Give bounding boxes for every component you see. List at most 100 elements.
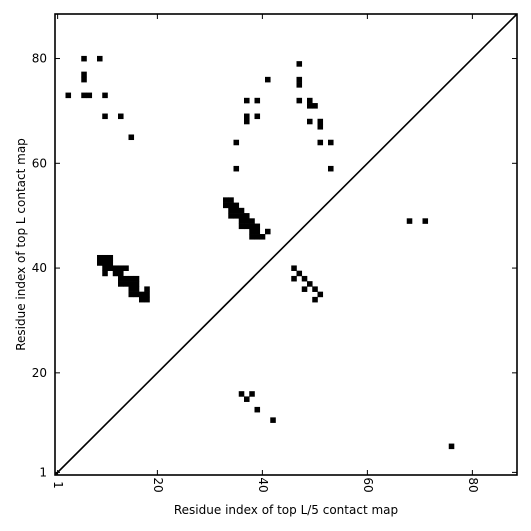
contact-cell <box>97 254 103 261</box>
contact-cell <box>81 71 87 78</box>
contact-cell <box>128 281 135 287</box>
contact-cell <box>233 202 240 209</box>
contact-cell <box>112 270 119 277</box>
contact-cell <box>228 202 234 209</box>
y-tick-label: 40 <box>32 261 47 275</box>
contact-cell <box>81 55 87 62</box>
contact-cell <box>107 265 114 271</box>
contact-cell <box>144 291 150 298</box>
contact-cell <box>317 291 324 298</box>
contact-cell <box>97 260 103 266</box>
contact-cell <box>249 218 255 224</box>
contact-cell <box>265 228 271 235</box>
contact-cell <box>301 286 308 292</box>
x-tick-label: 40 <box>256 477 270 492</box>
contact-cell <box>238 207 245 214</box>
contact-cell <box>244 97 250 104</box>
contact-cell <box>307 97 313 104</box>
contact-cell <box>133 275 140 282</box>
contact-cell <box>118 265 124 271</box>
contact-cell <box>233 213 240 219</box>
contact-cell <box>223 202 229 209</box>
contact-cell <box>448 443 455 450</box>
contact-cell <box>118 275 124 282</box>
contact-cell <box>223 197 229 203</box>
contact-cell <box>238 223 245 230</box>
contact-cell <box>244 223 250 230</box>
x-tick-label: 80 <box>466 477 480 492</box>
contact-cell <box>270 417 276 423</box>
contact-cell <box>307 281 313 287</box>
contact-cell <box>133 291 140 298</box>
contact-cell <box>296 82 303 88</box>
contact-cell <box>118 270 124 277</box>
contact-cell <box>102 113 108 120</box>
contact-cell <box>233 207 240 214</box>
contact-cell <box>112 265 119 271</box>
contact-cell <box>328 165 334 172</box>
contact-cell <box>102 265 108 271</box>
contact-cell <box>317 139 324 146</box>
contact-cell <box>312 296 318 303</box>
contact-cell <box>118 281 124 287</box>
contact-cell <box>144 286 150 292</box>
contact-cell <box>133 281 140 287</box>
contact-cell <box>244 218 250 224</box>
contact-cell <box>296 270 303 277</box>
contact-cell <box>244 213 250 219</box>
contact-cell <box>254 406 261 413</box>
contact-cell <box>317 118 324 125</box>
contact-cell <box>228 207 234 214</box>
y-tick-label: 80 <box>32 52 47 66</box>
contact-cell <box>107 254 114 261</box>
contact-cell <box>422 218 429 224</box>
contact-cell <box>291 265 297 271</box>
contact-cell <box>296 61 303 67</box>
contact-cell <box>86 92 93 99</box>
contact-cell <box>102 254 108 261</box>
contact-cell <box>254 234 261 240</box>
x-axis-label: Residue index of top L/5 contact map <box>174 503 398 517</box>
contact-cell <box>254 113 261 120</box>
contact-cell <box>296 76 303 83</box>
contact-cell <box>265 76 271 83</box>
contact-cell <box>249 391 255 397</box>
y-tick-label: 60 <box>32 156 47 170</box>
plot-frame <box>54 13 518 476</box>
contact-cell <box>249 223 255 230</box>
contact-cell <box>133 286 140 292</box>
contact-cell <box>123 281 129 287</box>
y-tick-label: 1 <box>39 465 47 479</box>
contact-cell <box>123 265 129 271</box>
contact-cell <box>139 291 145 298</box>
y-axis-label: Residue index of top L contact map <box>14 138 28 351</box>
x-tick-label: 60 <box>361 477 375 492</box>
contact-cell <box>139 296 145 303</box>
contact-cell <box>259 234 266 240</box>
contact-cell <box>123 275 129 282</box>
contact-cell <box>307 103 313 109</box>
contact-cell <box>244 118 250 125</box>
contact-cell <box>301 275 308 282</box>
contact-cell <box>65 92 72 99</box>
contact-cell <box>233 165 240 172</box>
contact-cell <box>128 286 135 292</box>
contact-cell <box>228 213 234 219</box>
contact-cell <box>307 118 313 125</box>
contact-cell <box>296 97 303 104</box>
contact-cell <box>406 218 413 224</box>
contact-cell <box>228 197 234 203</box>
x-axis-ticks: 1 20 40 60 80 <box>51 14 480 493</box>
contact-cell <box>233 139 240 146</box>
contact-cell <box>238 213 245 219</box>
contact-cell <box>254 228 261 235</box>
contact-cell <box>254 97 261 104</box>
contact-cell <box>128 291 135 298</box>
contact-cell <box>81 76 87 83</box>
contact-cell <box>97 55 103 62</box>
contact-cell <box>81 92 87 99</box>
contact-cell <box>118 113 124 120</box>
x-tick-label: 1 <box>51 481 65 489</box>
contact-cell <box>102 270 108 277</box>
